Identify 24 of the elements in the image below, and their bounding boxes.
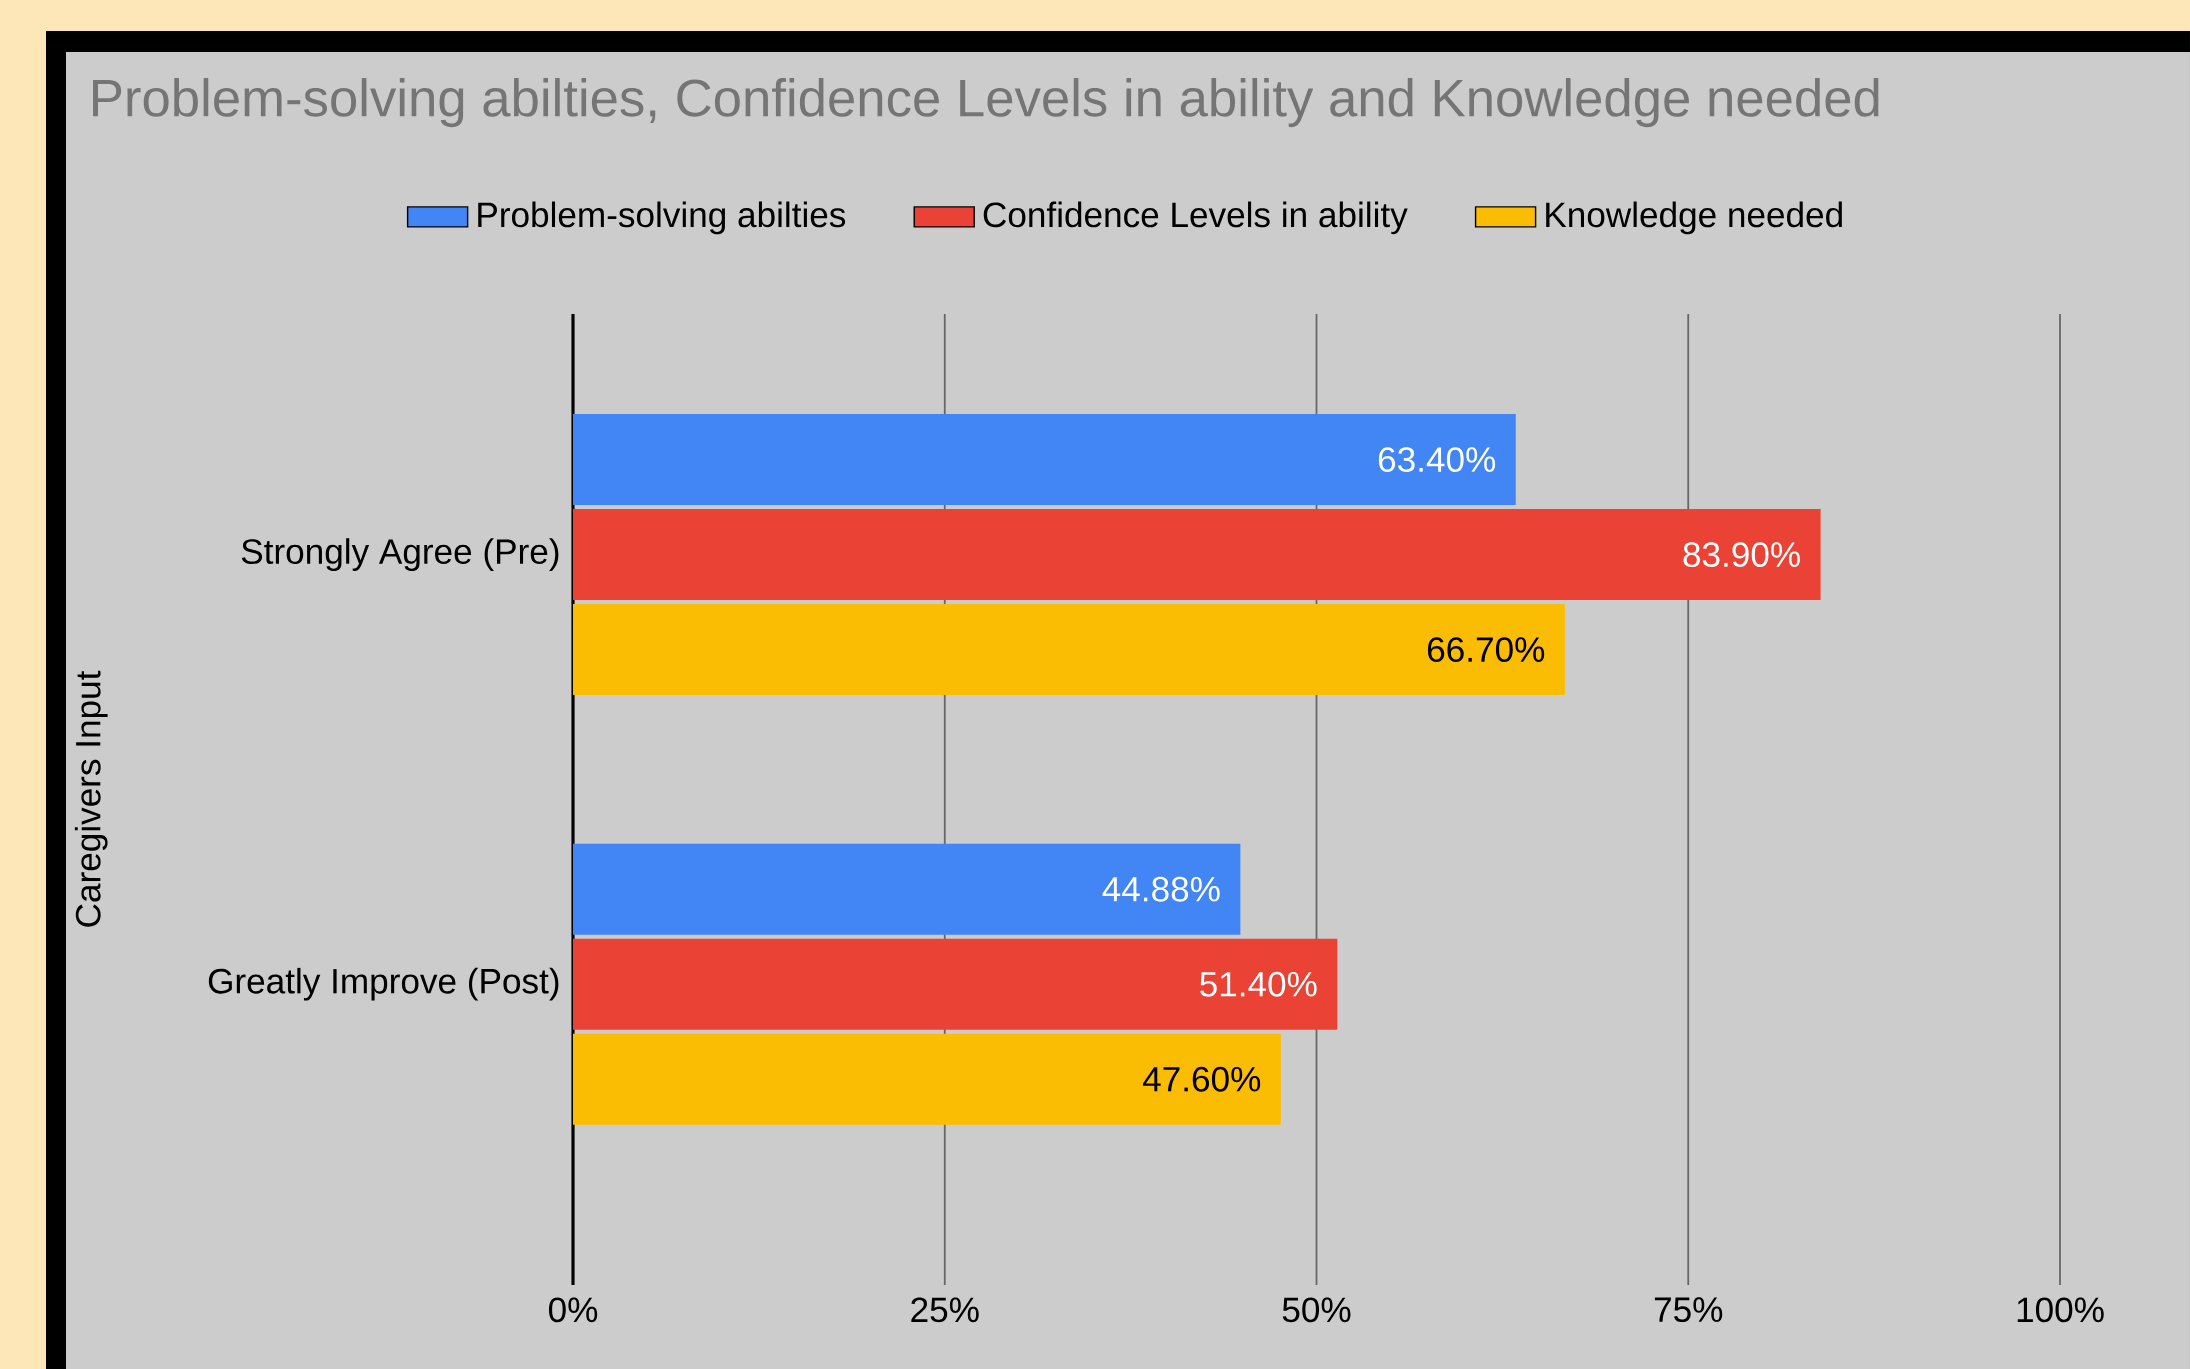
data-label: 47.60% xyxy=(1142,1066,1261,1092)
bar xyxy=(573,414,1516,506)
y-tick-label: Strongly Agree (Pre) xyxy=(241,538,559,571)
x-tick-label: 0% xyxy=(548,1297,598,1323)
data-label: 44.88% xyxy=(1102,876,1220,902)
legend-label: Knowledge needed xyxy=(1546,201,1842,235)
x-tick-label: 100% xyxy=(2017,1297,2104,1323)
bar xyxy=(573,509,1821,601)
bar xyxy=(573,604,1565,696)
bar xyxy=(573,1033,1281,1125)
x-tick-label: 75% xyxy=(1654,1297,1723,1323)
y-axis-title: Caregivers Input xyxy=(74,670,108,927)
chart-title: Problem-solving abilties, Confidence Levels in ability and Knowledge needed xyxy=(93,78,1879,128)
legend-label: Problem-solving abilties xyxy=(478,201,846,235)
data-label: 63.40% xyxy=(1378,447,1496,473)
x-tick-label: 25% xyxy=(911,1297,979,1323)
data-label: 66.70% xyxy=(1427,637,1545,663)
data-label: 83.90% xyxy=(1683,542,1800,568)
legend-label: Confidence Levels in ability xyxy=(983,201,1408,235)
data-label: 51.40% xyxy=(1200,971,1317,997)
x-tick-label: 50% xyxy=(1282,1297,1351,1323)
bar xyxy=(573,843,1241,935)
y-tick-label: Greatly Improve (Post) xyxy=(208,967,559,1001)
bar xyxy=(573,938,1338,1030)
